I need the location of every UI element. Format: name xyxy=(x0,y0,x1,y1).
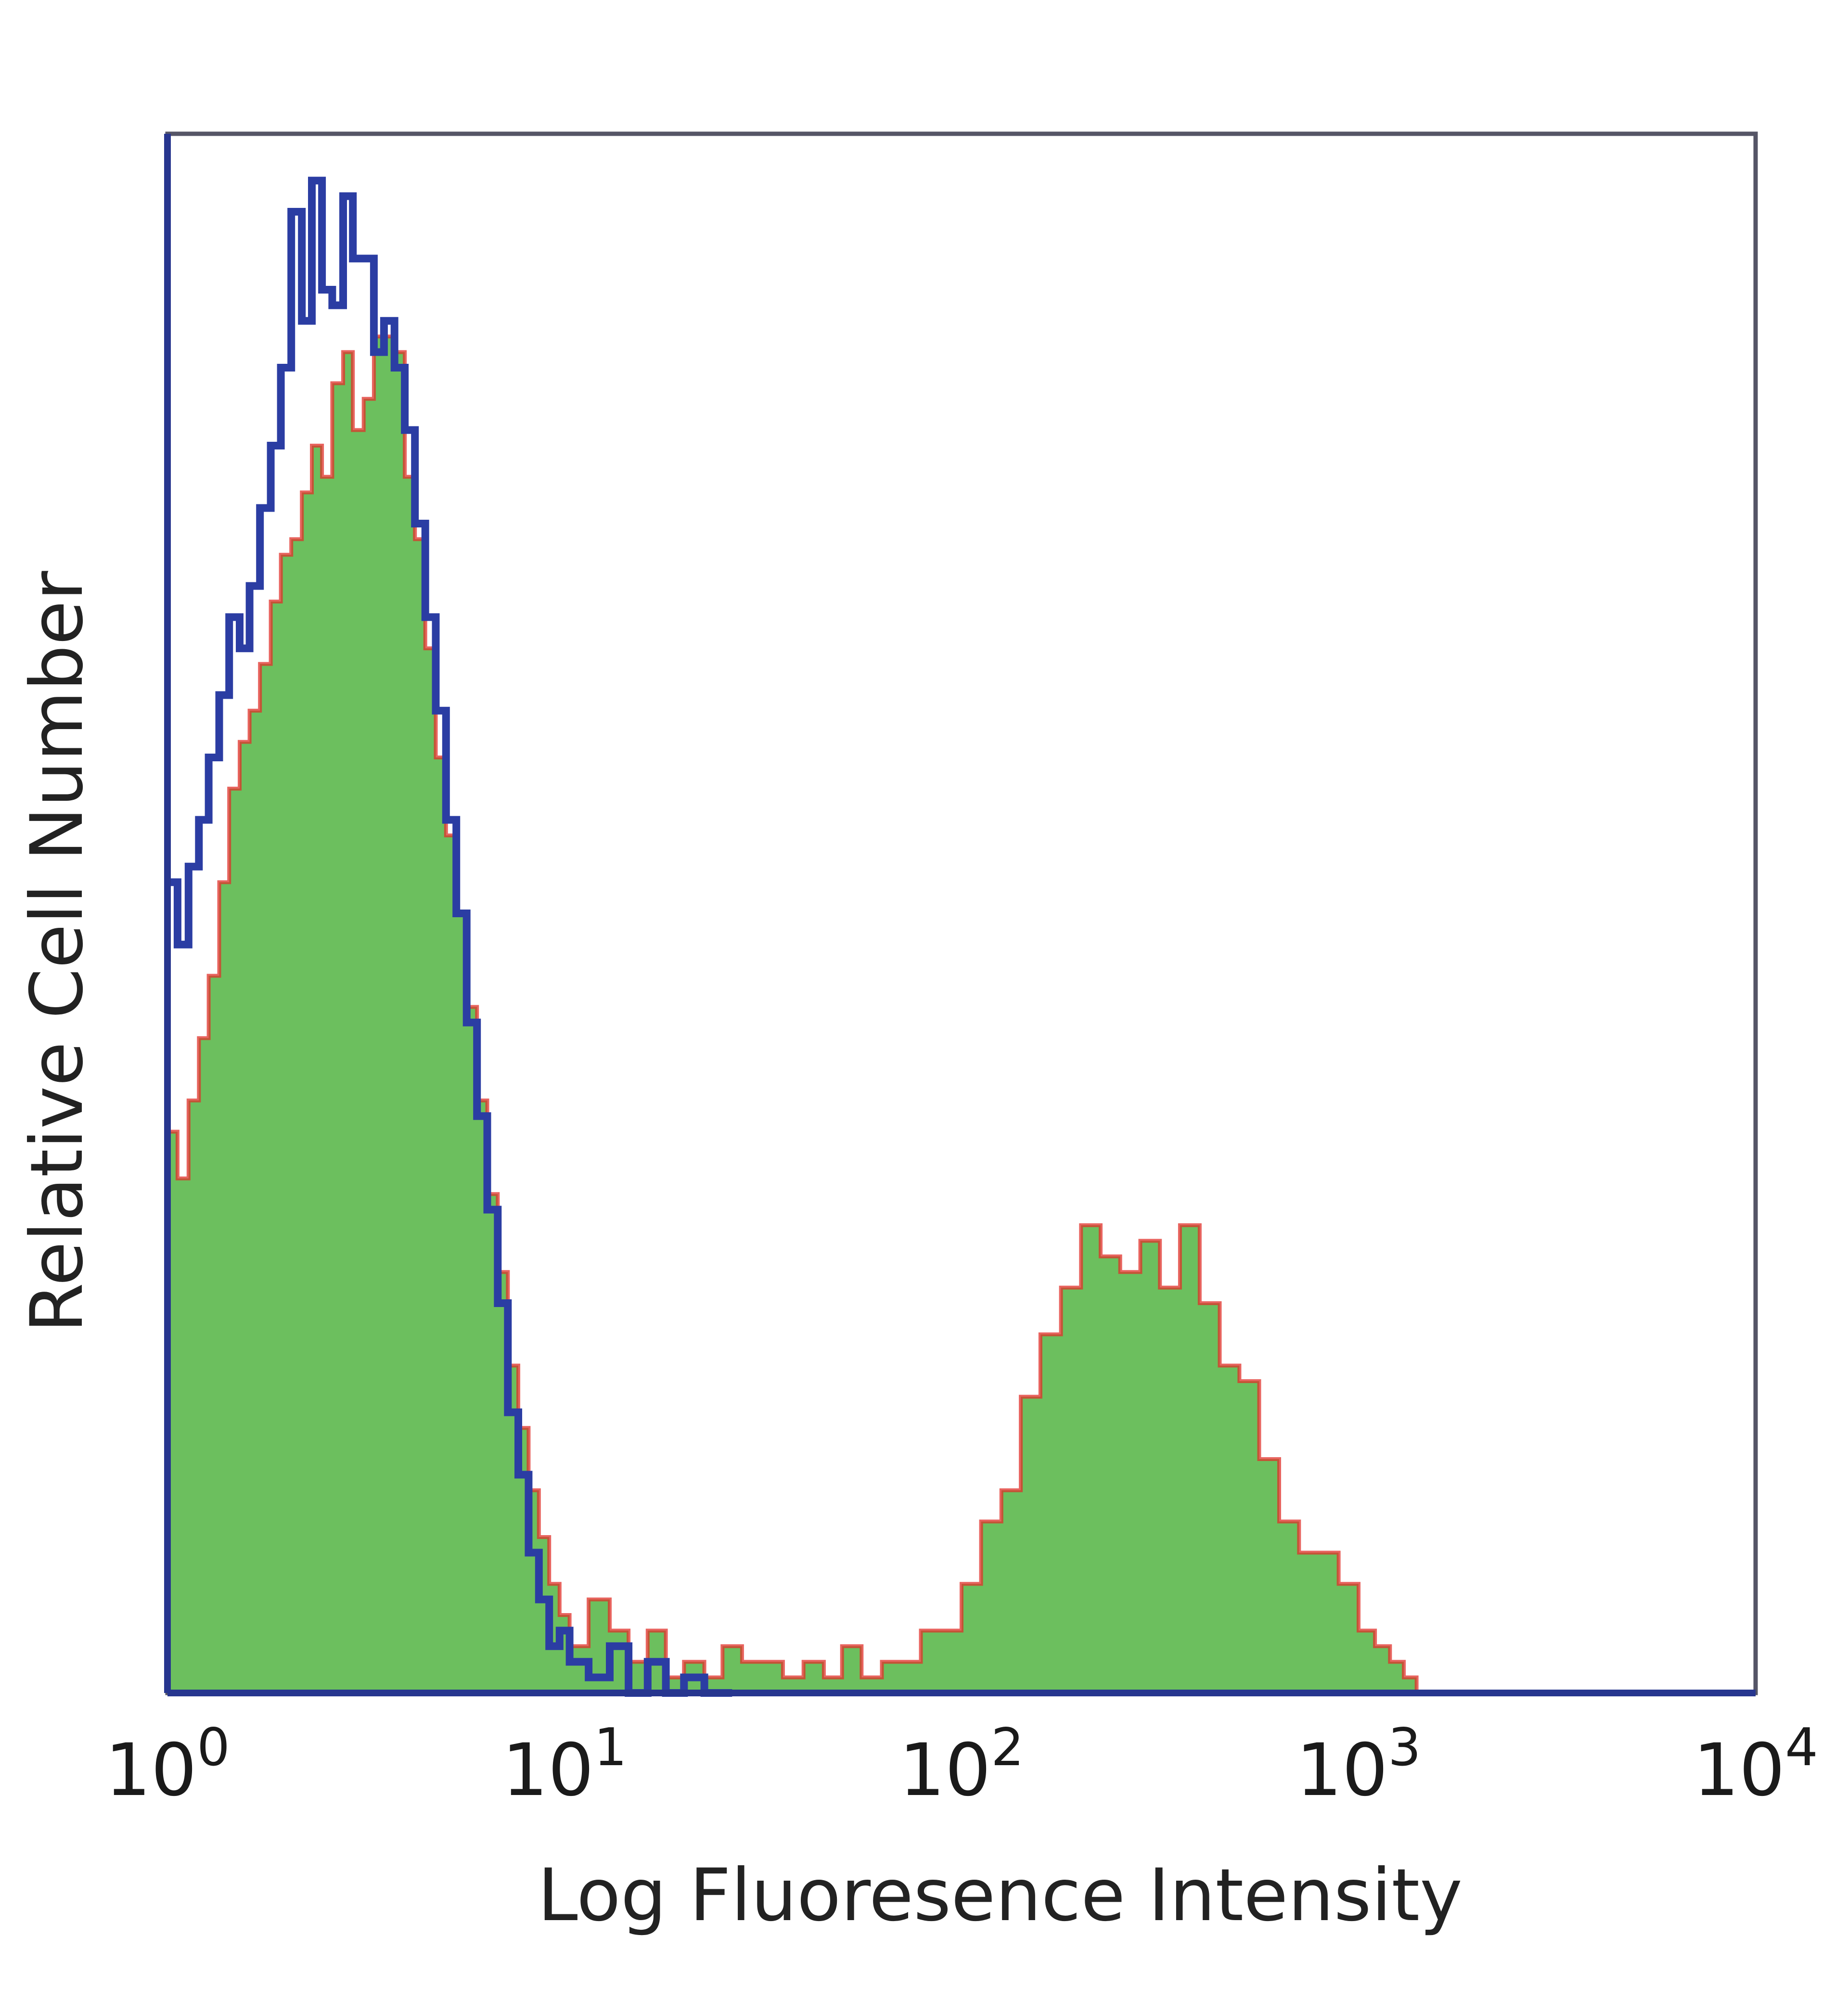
x-tick-label: 102 xyxy=(899,1718,1024,1812)
x-axis-label: Log Fluoresence Intensity xyxy=(538,1854,1463,1937)
x-tick-label: 103 xyxy=(1296,1718,1421,1812)
x-tick-labels: 100 101 102 103 104 xyxy=(105,1718,1818,1812)
x-tick-label: 101 xyxy=(502,1718,627,1812)
series-0-edge xyxy=(167,334,1426,1695)
plot-area xyxy=(167,177,1426,1697)
y-axis-label: Relative Cell Number xyxy=(15,571,99,1333)
x-tick-label: 104 xyxy=(1693,1718,1818,1812)
series-1-line xyxy=(167,177,732,1697)
series-0-area xyxy=(167,336,1426,1693)
x-tick-label: 100 xyxy=(105,1718,230,1812)
